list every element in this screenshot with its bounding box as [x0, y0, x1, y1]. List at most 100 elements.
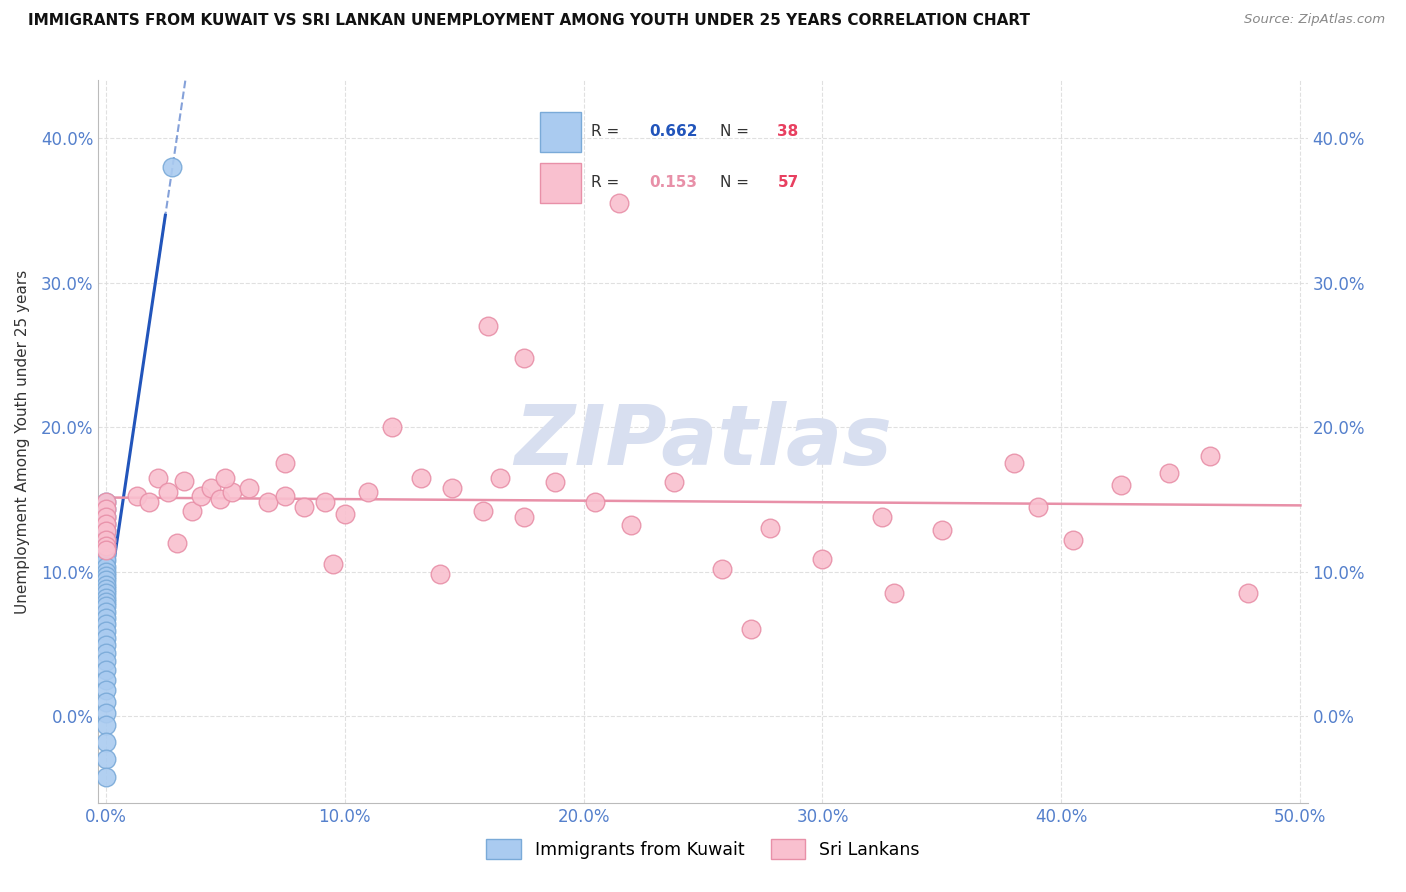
Point — [94, 533, 117, 547]
Point — [94, 586, 117, 600]
Point — [1109, 478, 1132, 492]
Point — [94, 706, 117, 721]
Point — [609, 196, 631, 211]
Point — [811, 551, 834, 566]
Point — [1062, 533, 1084, 547]
Point — [94, 560, 117, 574]
Point — [94, 553, 117, 567]
Point — [883, 586, 905, 600]
Point — [94, 735, 117, 749]
Y-axis label: Unemployment Among Youth under 25 years: Unemployment Among Youth under 25 years — [15, 269, 30, 614]
Point — [870, 509, 893, 524]
Point — [513, 509, 536, 524]
Point — [1026, 500, 1049, 514]
Point — [759, 521, 782, 535]
Point — [94, 611, 117, 625]
Point — [1237, 586, 1260, 600]
Point — [125, 490, 148, 504]
Point — [94, 509, 117, 524]
Point — [94, 646, 117, 660]
Point — [740, 623, 762, 637]
Point — [94, 638, 117, 652]
Point — [357, 485, 380, 500]
Point — [156, 485, 179, 500]
Point — [489, 470, 512, 484]
Point — [381, 420, 404, 434]
Point — [94, 495, 117, 509]
Point — [94, 695, 117, 709]
Point — [94, 654, 117, 668]
Point — [274, 490, 297, 504]
Point — [94, 509, 117, 524]
Text: ZIPatlas: ZIPatlas — [515, 401, 891, 482]
Point — [314, 495, 336, 509]
Point — [94, 539, 117, 553]
Point — [94, 565, 117, 579]
Point — [94, 663, 117, 677]
Point — [94, 616, 117, 631]
Point — [94, 547, 117, 561]
Point — [94, 718, 117, 732]
Point — [214, 470, 236, 484]
Point — [94, 524, 117, 538]
Point — [173, 474, 195, 488]
Point — [94, 595, 117, 609]
Text: Source: ZipAtlas.com: Source: ZipAtlas.com — [1244, 13, 1385, 27]
Point — [1198, 449, 1220, 463]
Point — [513, 351, 536, 365]
Point — [274, 456, 297, 470]
Point — [94, 502, 117, 516]
Point — [94, 502, 117, 516]
Point — [94, 577, 117, 591]
Point — [238, 481, 260, 495]
Point — [322, 558, 344, 572]
Point — [94, 542, 117, 557]
Point — [94, 495, 117, 509]
Point — [94, 582, 117, 596]
Point — [209, 492, 232, 507]
Point — [1002, 456, 1025, 470]
Point — [664, 475, 686, 489]
Point — [94, 533, 117, 547]
Point — [94, 752, 117, 766]
Point — [585, 495, 607, 509]
Point — [94, 539, 117, 553]
Point — [94, 599, 117, 614]
Point — [94, 516, 117, 531]
Point — [200, 481, 222, 495]
Point — [146, 470, 169, 484]
Point — [441, 481, 464, 495]
Point — [429, 567, 451, 582]
Point — [711, 562, 734, 576]
Point — [94, 673, 117, 687]
Point — [94, 569, 117, 583]
Point — [138, 495, 160, 509]
Point — [166, 535, 188, 549]
Point — [190, 490, 212, 504]
Point — [472, 504, 495, 518]
Point — [94, 524, 117, 538]
Point — [620, 518, 643, 533]
Legend: Immigrants from Kuwait, Sri Lankans: Immigrants from Kuwait, Sri Lankans — [479, 832, 927, 866]
Point — [221, 485, 243, 500]
Point — [409, 470, 432, 484]
Point — [257, 495, 280, 509]
Text: IMMIGRANTS FROM KUWAIT VS SRI LANKAN UNEMPLOYMENT AMONG YOUTH UNDER 25 YEARS COR: IMMIGRANTS FROM KUWAIT VS SRI LANKAN UNE… — [28, 13, 1031, 29]
Point — [1157, 467, 1180, 481]
Point — [94, 770, 117, 784]
Point — [94, 624, 117, 638]
Point — [544, 475, 567, 489]
Point — [94, 542, 117, 557]
Point — [94, 516, 117, 531]
Point — [94, 574, 117, 588]
Point — [477, 318, 499, 333]
Point — [94, 631, 117, 645]
Point — [931, 523, 953, 537]
Point — [333, 507, 356, 521]
Point — [180, 504, 202, 518]
Point — [292, 500, 315, 514]
Point — [94, 591, 117, 605]
Point — [162, 160, 184, 174]
Point — [94, 683, 117, 698]
Point — [94, 605, 117, 619]
